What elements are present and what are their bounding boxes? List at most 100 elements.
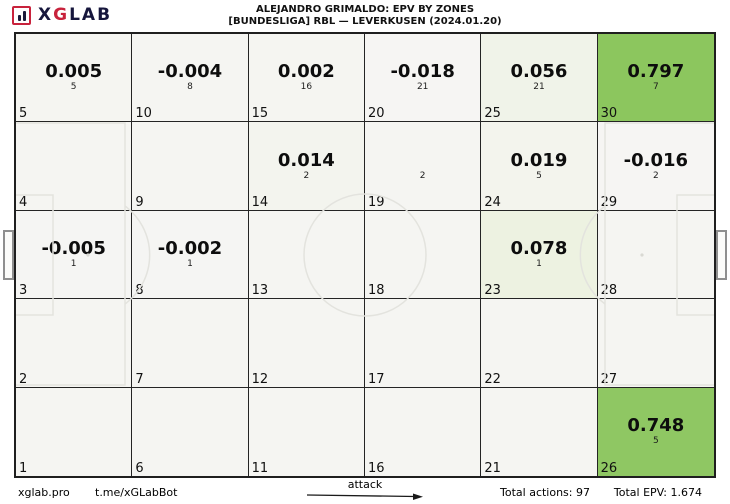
zone-number: 27 [600, 371, 618, 387]
zone-value: -0.004 [157, 61, 223, 83]
attack-direction: attack [300, 479, 430, 504]
zone-value: -0.002 [157, 237, 223, 259]
brand-lab: LAB [69, 5, 113, 25]
zone-cell: -0.005 1 3 [16, 210, 133, 300]
zone-cell: 22 [481, 299, 598, 388]
zone-cell: 28 [597, 210, 714, 300]
site-link: xglab.pro [18, 486, 70, 499]
xglab-logo: XGLAB [12, 5, 112, 25]
zone-number: 7 [135, 371, 144, 387]
zone-number: 15 [251, 106, 269, 122]
zone-count: 1 [187, 258, 193, 269]
zone-count: 1 [536, 258, 542, 269]
total-actions: Total actions: 97 [500, 486, 590, 499]
zone-cell: 7 [132, 299, 249, 388]
zone-number: 8 [135, 283, 144, 299]
zone-value: -0.018 [390, 61, 455, 83]
zone-value: 0.078 [510, 237, 568, 259]
left-goal [3, 230, 14, 280]
zone-number: 2 [19, 371, 28, 387]
zone-cell: 11 [248, 387, 365, 476]
brand-g: G [53, 5, 70, 25]
zone-cell: -0.018 21 20 [365, 34, 482, 123]
zone-value: -0.016 [623, 149, 689, 171]
zone-number: 13 [251, 283, 269, 299]
zone-cell: -0.016 2 29 [597, 122, 714, 211]
attack-arrow-icon [306, 493, 423, 500]
zone-count: 16 [300, 82, 313, 93]
zone-number: 25 [484, 106, 501, 122]
zone-value: -0.005 [41, 237, 106, 259]
zone-cell: -0.002 1 8 [132, 210, 249, 300]
zone-number: 22 [484, 371, 501, 387]
zone-cell: 12 [248, 299, 365, 388]
zone-number: 3 [19, 283, 28, 299]
zone-grid: 0.005 5 5 -0.004 8 10 0.002 16 15 -0.018 21 20 0.056… [16, 34, 714, 476]
zone-number: 10 [135, 106, 152, 122]
brand-x: X [38, 5, 54, 25]
zone-cell: 2 19 [365, 122, 482, 211]
zone-number: 24 [484, 194, 501, 210]
zone-count: 2 [652, 170, 659, 181]
zone-cell: 0.002 16 15 [248, 34, 365, 123]
zone-number: 19 [368, 194, 385, 210]
page-subtitle: [BUNDESLIGA] RBL — LEVERKUSEN (2024.01.2… [228, 16, 502, 27]
zone-cell: 9 [132, 122, 249, 211]
zone-value: 0.002 [277, 61, 335, 83]
zone-value: 0.748 [627, 415, 685, 437]
zone-count: 1 [70, 258, 77, 269]
zone-number: 16 [368, 461, 385, 476]
total-epv: Total EPV: 1.674 [613, 486, 702, 499]
zone-cell: 0.005 5 5 [16, 34, 133, 123]
footer: xglab.pro t.me/xGLabBot attack Total act… [0, 478, 730, 504]
zone-value: 0.019 [510, 149, 568, 171]
zone-cell: -0.004 8 10 [132, 34, 249, 123]
zone-value: 0.056 [510, 61, 568, 83]
zone-cell: 18 [365, 210, 482, 300]
zone-count: 21 [533, 82, 545, 93]
zone-count: 8 [187, 82, 193, 93]
zone-value: 0.005 [45, 61, 103, 83]
zone-number: 4 [19, 194, 28, 210]
zone-number: 28 [600, 283, 618, 299]
bar-chart-icon-bar [17, 14, 21, 21]
zone-number: 11 [251, 461, 269, 476]
zone-number: 6 [135, 461, 144, 476]
zone-count: 21 [416, 82, 429, 93]
attack-label: attack [347, 478, 383, 491]
header: XGLAB ALEJANDRO GRIMALDO: EPV BY ZONES [… [0, 0, 730, 32]
zone-number: 18 [368, 283, 385, 299]
zone-number: 26 [600, 461, 618, 476]
zone-cell: 13 [248, 210, 365, 300]
zone-count: 5 [70, 82, 77, 93]
brand-text: XGLAB [38, 5, 112, 25]
zone-cell: 0.797 7 30 [597, 34, 714, 123]
zone-cell: 17 [365, 299, 482, 388]
right-goal [716, 230, 727, 280]
telegram-link: t.me/xGLabBot [95, 486, 178, 499]
zone-number: 17 [368, 371, 385, 387]
zone-number: 23 [484, 283, 501, 299]
zone-cell: 0.748 5 26 [597, 387, 714, 476]
page-title: ALEJANDRO GRIMALDO: EPV BY ZONES [255, 4, 475, 15]
zone-cell: 0.078 1 23 [481, 210, 598, 300]
zone-count: 5 [652, 436, 659, 447]
zone-value: 0.014 [277, 149, 335, 171]
zone-number: 9 [135, 194, 144, 210]
zone-cell: 6 [132, 387, 249, 476]
zone-number: 14 [251, 194, 269, 210]
zone-number: 20 [368, 106, 385, 122]
zone-cell: 16 [365, 387, 482, 476]
zone-number: 12 [251, 371, 269, 387]
pitch: 0.005 5 5 -0.004 8 10 0.002 16 15 -0.018 21 20 0.056… [3, 32, 727, 478]
zone-number: 30 [600, 106, 618, 122]
zone-number: 21 [484, 461, 501, 476]
zone-cell: 2 [16, 299, 133, 388]
zone-number: 5 [19, 106, 28, 122]
zone-cell: 4 [16, 122, 133, 211]
zone-cell: 0.056 21 25 [481, 34, 598, 123]
zone-cell: 0.019 5 24 [481, 122, 598, 211]
zone-number: 1 [19, 461, 28, 476]
zone-count: 2 [303, 170, 310, 181]
